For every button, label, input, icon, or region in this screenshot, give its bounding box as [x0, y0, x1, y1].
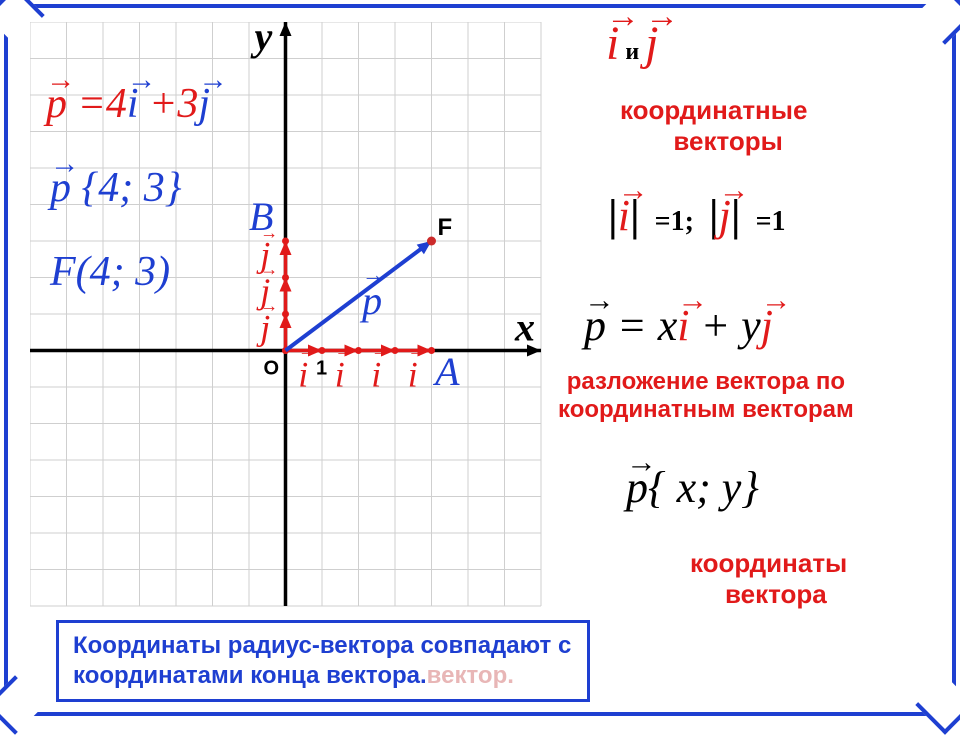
svg-text:i: i: [335, 355, 345, 395]
formula-p-coords: p {4; 3}: [50, 164, 182, 212]
frame-corner: [915, 0, 960, 45]
svg-text:B: B: [249, 194, 273, 239]
footnote-box: Координаты радиус-вектора совпадают скоо…: [56, 620, 590, 702]
svg-text:x: x: [514, 305, 535, 350]
unit-vector-magnitudes: |i| =1; |j| =1: [600, 190, 786, 241]
svg-text:F: F: [438, 214, 453, 241]
frame-corner: [0, 675, 45, 734]
svg-text:1: 1: [316, 358, 327, 380]
formula-F-point: F(4; 3): [50, 248, 170, 296]
svg-text:→: →: [362, 262, 384, 287]
frame-corner: [915, 675, 960, 734]
svg-text:→: →: [408, 341, 426, 361]
formula-p-general-coords: p{ x; y}: [626, 462, 759, 513]
svg-text:y: y: [250, 22, 272, 59]
svg-text:O: O: [264, 358, 280, 380]
svg-text:i: i: [371, 355, 381, 395]
i-and-j-heading: i и j: [606, 16, 659, 71]
svg-text:i: i: [298, 355, 308, 395]
svg-text:→: →: [371, 341, 389, 361]
svg-text:A: A: [432, 349, 460, 394]
svg-text:→: →: [335, 341, 353, 361]
formula-general-decomposition: p = xi + yj: [584, 300, 773, 351]
formula-p-decomposition: p =4i +3j: [46, 80, 210, 128]
svg-text:i: i: [408, 355, 418, 395]
caption-vector-coords: координаты вектора: [690, 548, 847, 610]
caption-coord-vectors: координатные векторы: [620, 95, 807, 157]
caption-decomposition: разложение вектора покоординатным вектор…: [558, 368, 854, 424]
svg-text:→: →: [298, 341, 316, 361]
